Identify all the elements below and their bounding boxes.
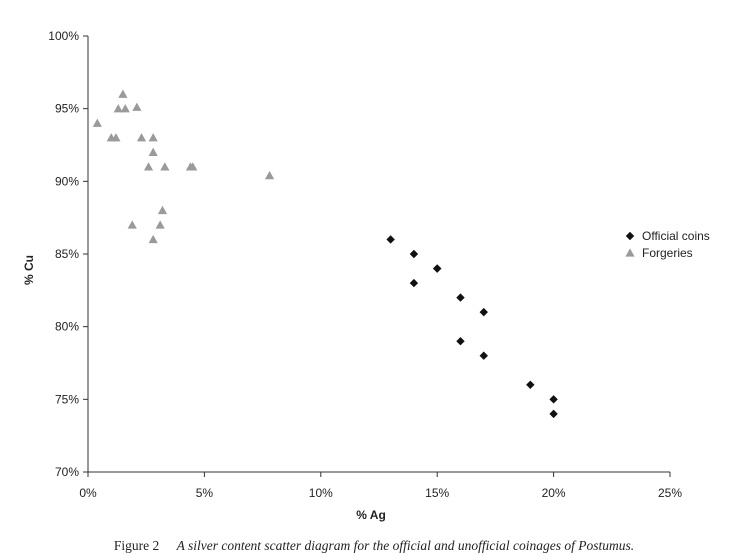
- y-tick-label: 70%: [55, 465, 79, 479]
- x-axis-title: % Ag: [356, 508, 386, 522]
- forgery-point: [160, 162, 170, 171]
- forgery-point: [155, 220, 165, 229]
- official-coin-point: [386, 235, 395, 244]
- official-coin-point: [526, 380, 535, 389]
- forgery-point: [264, 170, 275, 180]
- forgery-point: [111, 133, 121, 142]
- y-tick-label: 85%: [55, 247, 79, 261]
- forgery-point: [157, 205, 168, 215]
- figure-caption: Figure 2 A silver content scatter diagra…: [0, 538, 748, 554]
- forgery-point: [132, 102, 142, 111]
- legend-marker-triangle: [625, 248, 635, 257]
- legend-label: Official coins: [642, 229, 710, 243]
- official-coin-point: [479, 307, 488, 317]
- x-tick-label: 10%: [309, 486, 333, 500]
- official-coin-point: [479, 351, 488, 360]
- scatter-chart: 0% 5% 10% 15% 20% 25% 70% 75% 80% 85% 90% 95% 100% %…: [22, 29, 710, 522]
- legend: Official coins Forgeries: [625, 229, 710, 260]
- legend-marker-diamond: [625, 231, 635, 241]
- forgery-point: [127, 220, 137, 229]
- caption-label: Figure 2: [113, 538, 160, 553]
- data-points: [92, 89, 558, 419]
- x-tick-label: 0%: [79, 486, 97, 500]
- legend-label: Forgeries: [642, 246, 693, 260]
- official-coin-point: [456, 293, 465, 302]
- forgery-point: [143, 162, 154, 171]
- forgery-point: [120, 104, 130, 113]
- y-tick-label: 90%: [55, 174, 79, 188]
- forgery-point: [148, 133, 158, 142]
- forgery-point: [136, 133, 147, 142]
- official-coin-point: [456, 337, 465, 346]
- forgery-point: [188, 162, 198, 171]
- y-tick-label: 80%: [55, 320, 79, 334]
- x-tick-label: 20%: [542, 486, 566, 500]
- x-tick-label: 25%: [658, 486, 682, 500]
- official-coin-point: [549, 395, 558, 404]
- official-coin-point: [409, 249, 419, 259]
- axes: [83, 35, 671, 477]
- x-tick-label: 5%: [196, 486, 214, 500]
- y-axis-title: % Cu: [22, 255, 36, 285]
- y-tick-label: 95%: [55, 102, 79, 116]
- forgery-point: [118, 89, 128, 98]
- y-tick-label: 100%: [48, 29, 79, 43]
- official-coin-point: [549, 409, 558, 419]
- forgery-point: [148, 234, 158, 244]
- official-coin-point: [433, 264, 442, 273]
- official-coin-point: [409, 278, 419, 288]
- x-tick-label: 15%: [425, 486, 449, 500]
- caption-text: A silver content scatter diagram for the…: [176, 538, 635, 553]
- forgery-point: [148, 147, 158, 156]
- series-official-coins: [386, 235, 558, 419]
- series-forgeries: [92, 89, 275, 244]
- tick-labels: 0% 5% 10% 15% 20% 25% 70% 75% 80% 85% 90% 95% 100%: [48, 29, 682, 500]
- forgery-point: [92, 118, 102, 127]
- y-tick-label: 75%: [55, 392, 79, 406]
- forgery-point: [113, 104, 123, 113]
